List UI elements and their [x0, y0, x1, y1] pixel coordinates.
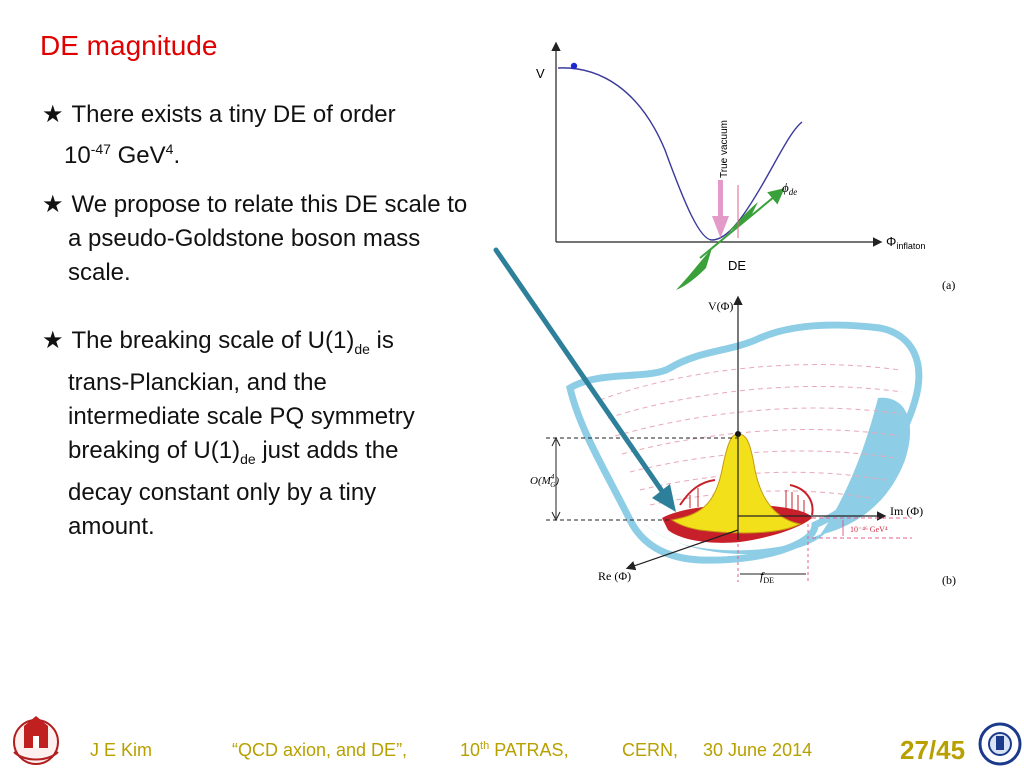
gev-label: 10⁻⁴⁶ GeV⁴ — [850, 525, 888, 534]
bullet-1-unit-exponent: 4 — [165, 141, 174, 157]
footer-date: 30 June 2014 — [703, 740, 813, 760]
footer-talk: “QCD axion, and DE”, — [232, 740, 408, 760]
footer-conference-number: 10 — [460, 740, 481, 760]
figure-b: V(Φ) Im (Φ) Re (Φ) O(M4 G) 10⁻⁴⁶ GeV⁴ fDE… — [530, 295, 956, 587]
right-logo — [978, 722, 1022, 766]
green-upper-lobe — [728, 202, 758, 232]
bullet-3-line-3: intermediate scale PQ symmetry — [68, 402, 415, 430]
bullet-breaking-scale: ★ The breaking scale of U(1)de is trans-P… — [42, 324, 415, 544]
footer-conference-ordinal: th — [480, 740, 490, 752]
bullet-1-unit: GeV — [110, 142, 166, 169]
bullet-3-subscript-1: de — [354, 340, 370, 357]
scale-bar-arrows — [551, 436, 561, 522]
pointer-arrow — [493, 247, 676, 512]
bullet-3-line-1: The breaking scale of U(1) — [71, 327, 355, 354]
figure-b-tag: (b) — [942, 573, 956, 587]
bullet-de-order: ★ There exists a tiny DE of order 10-47 G… — [42, 98, 396, 173]
bullet-3-line-4: breaking of U(1)de just adds the — [42, 434, 415, 476]
footer-conference: 10th PATRAS, — [460, 740, 569, 761]
left-logo — [13, 716, 59, 765]
figure-a: V Φinflaton ϕde True vacuum DE (a) — [536, 41, 955, 292]
true-vacuum-arrow-head — [712, 216, 729, 238]
bullet-3-line-6: amount. — [68, 512, 155, 540]
true-vacuum-label: True vacuum — [719, 120, 730, 178]
bullet-3-subscript-2: de — [240, 450, 256, 467]
figure-b-im-label: Im (Φ) — [890, 504, 923, 518]
star-icon: ★ — [42, 101, 64, 128]
slide-title: DE magnitude — [40, 30, 218, 61]
figure-a-tag: (a) — [942, 278, 955, 292]
bowl-bottom — [640, 520, 828, 555]
potential-peak — [670, 433, 802, 534]
figure-a-x-label: Φinflaton — [886, 234, 925, 251]
page-number: 27/45 — [900, 735, 966, 765]
de-label: DE — [728, 258, 746, 273]
bowl-right-wall — [820, 397, 911, 535]
star-icon: ★ — [42, 327, 64, 354]
start-point — [570, 62, 578, 70]
bullet-3-line-4-start: breaking of U(1) — [68, 436, 241, 464]
green-lower-lobe — [676, 248, 712, 290]
bullet-3-line-5: decay constant only by a tiny — [68, 478, 377, 506]
figure-a-y-label: V — [536, 66, 545, 81]
hatch-lines — [689, 488, 805, 516]
bullet-3-line-4-end: just adds the — [255, 436, 399, 464]
star-icon: ★ — [42, 191, 64, 218]
bullet-2-line-2: a pseudo-Goldstone boson mass — [68, 225, 421, 252]
footer-conference-name: PATRAS, — [489, 740, 569, 760]
bullet-3-line-1-end: is — [369, 327, 394, 354]
potential-curve — [557, 67, 803, 241]
phi-de-label: ϕde — [782, 180, 797, 197]
figure-b-re-axis — [625, 529, 739, 571]
phi-de-arrow — [699, 188, 785, 259]
fde-label: fDE — [760, 569, 774, 585]
figure-b-re-label: Re (Φ) — [598, 569, 631, 583]
bullet-1-base: 10 — [64, 142, 91, 169]
bullet-3-line-2: trans-Planckian, and the — [68, 368, 327, 396]
bullet-goldstone: ★ We propose to relate this DE scale to a… — [42, 188, 467, 290]
bullet-2-line-3: scale. — [68, 259, 131, 286]
bullet-1-line-2: 10-47 GeV4. — [42, 132, 396, 173]
scale-label: O(M4 G) — [530, 473, 559, 489]
hatched-ring — [679, 479, 814, 516]
bullet-1-line-1: There exists a tiny DE of order — [71, 101, 396, 128]
true-vacuum-arrow-shaft — [718, 180, 723, 218]
footer-place: CERN, — [622, 740, 679, 760]
bullet-2-line-1: We propose to relate this DE scale to — [71, 191, 468, 218]
bullet-1-period: . — [173, 142, 181, 169]
bullet-1-exponent: -47 — [90, 141, 111, 157]
footer-author: J E Kim — [90, 740, 153, 760]
figure-b-v-label: V(Φ) — [708, 299, 733, 313]
